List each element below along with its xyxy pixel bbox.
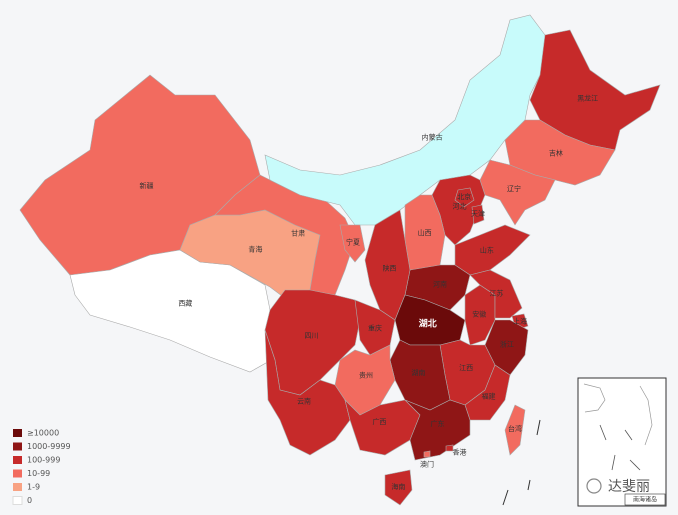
- province-label: 内蒙古: [422, 133, 443, 142]
- province: [529, 29, 661, 151]
- province-label: 陕西: [382, 263, 396, 272]
- province-label: 广西: [372, 417, 386, 426]
- province-label: 青海: [248, 244, 262, 253]
- province-label: 贵州: [359, 371, 373, 380]
- watermark: 达斐丽: [586, 478, 650, 495]
- province: [423, 450, 431, 458]
- province: [339, 224, 366, 263]
- province-label: 广东: [431, 419, 445, 428]
- province-label: 宁夏: [346, 237, 360, 246]
- province-label: 湖南: [411, 368, 425, 377]
- province-label: 江苏: [490, 289, 504, 298]
- inset: 南海诸岛: [577, 377, 667, 507]
- province-label: 云南: [297, 397, 311, 406]
- inset-coast: [583, 383, 606, 413]
- province-label: 安徽: [472, 309, 486, 318]
- province: [404, 399, 471, 461]
- province-label: 吉林: [549, 149, 563, 158]
- legend: ≥10000 1000-9999 100-999 10-99 1-9 0: [12, 429, 71, 505]
- legend-swatch: [13, 483, 22, 491]
- province-label: 北京: [457, 192, 471, 201]
- dash-line: [502, 419, 541, 506]
- province-label: 天津: [471, 210, 485, 218]
- legend-swatch: [12, 496, 23, 505]
- watermark-text: 达斐丽: [608, 479, 650, 495]
- province-label: 澳门: [420, 459, 434, 468]
- province-label: 辽宁: [507, 184, 521, 193]
- province-label: 河北: [453, 202, 467, 210]
- province-label: 浙江: [500, 339, 514, 348]
- inset-label: 南海诸岛: [633, 496, 657, 504]
- province-label: 四川: [305, 332, 319, 340]
- legend-label: 0: [27, 496, 32, 505]
- province: [384, 469, 413, 506]
- province: [504, 119, 616, 186]
- province-label: 新疆: [139, 181, 153, 190]
- legend-swatch: [13, 429, 22, 437]
- province: [469, 269, 523, 319]
- province-label: 福建: [482, 391, 496, 400]
- province-label: 香港: [453, 447, 467, 456]
- inset-frame: [577, 377, 667, 507]
- province: [264, 14, 561, 226]
- legend-swatch: [13, 442, 22, 451]
- province-label: 黑龙江: [577, 93, 598, 102]
- province-label: 重庆: [368, 323, 382, 332]
- province-label: 海南: [391, 482, 405, 491]
- province: [464, 364, 511, 421]
- watermark-icon: [586, 478, 602, 494]
- province-label: 山西: [418, 228, 432, 237]
- province-label: 台湾: [508, 424, 522, 433]
- legend-swatch: [13, 456, 22, 464]
- inset-islands: [599, 424, 641, 471]
- legend-label: 10-99: [27, 469, 50, 478]
- province: [445, 444, 454, 452]
- province-label: 上海: [513, 317, 527, 326]
- province: [471, 204, 485, 225]
- province-label: 河南: [433, 279, 447, 288]
- legend-label: ≥10000: [27, 429, 59, 438]
- legend-label: 100-999: [27, 456, 60, 465]
- legend-label: 1000-9999: [27, 442, 71, 451]
- province-label: 江西: [459, 364, 473, 372]
- legend-label: 1-9: [27, 483, 40, 492]
- province-label: 湖北: [419, 317, 437, 329]
- province: [504, 404, 526, 456]
- province-label: 山东: [480, 246, 494, 255]
- province-label: 西藏: [178, 298, 192, 307]
- inset-label-box: [624, 493, 666, 506]
- province: [454, 187, 475, 208]
- province-label: 甘肃: [291, 228, 305, 237]
- inset-coast: [639, 385, 653, 446]
- legend-swatch: [13, 469, 22, 478]
